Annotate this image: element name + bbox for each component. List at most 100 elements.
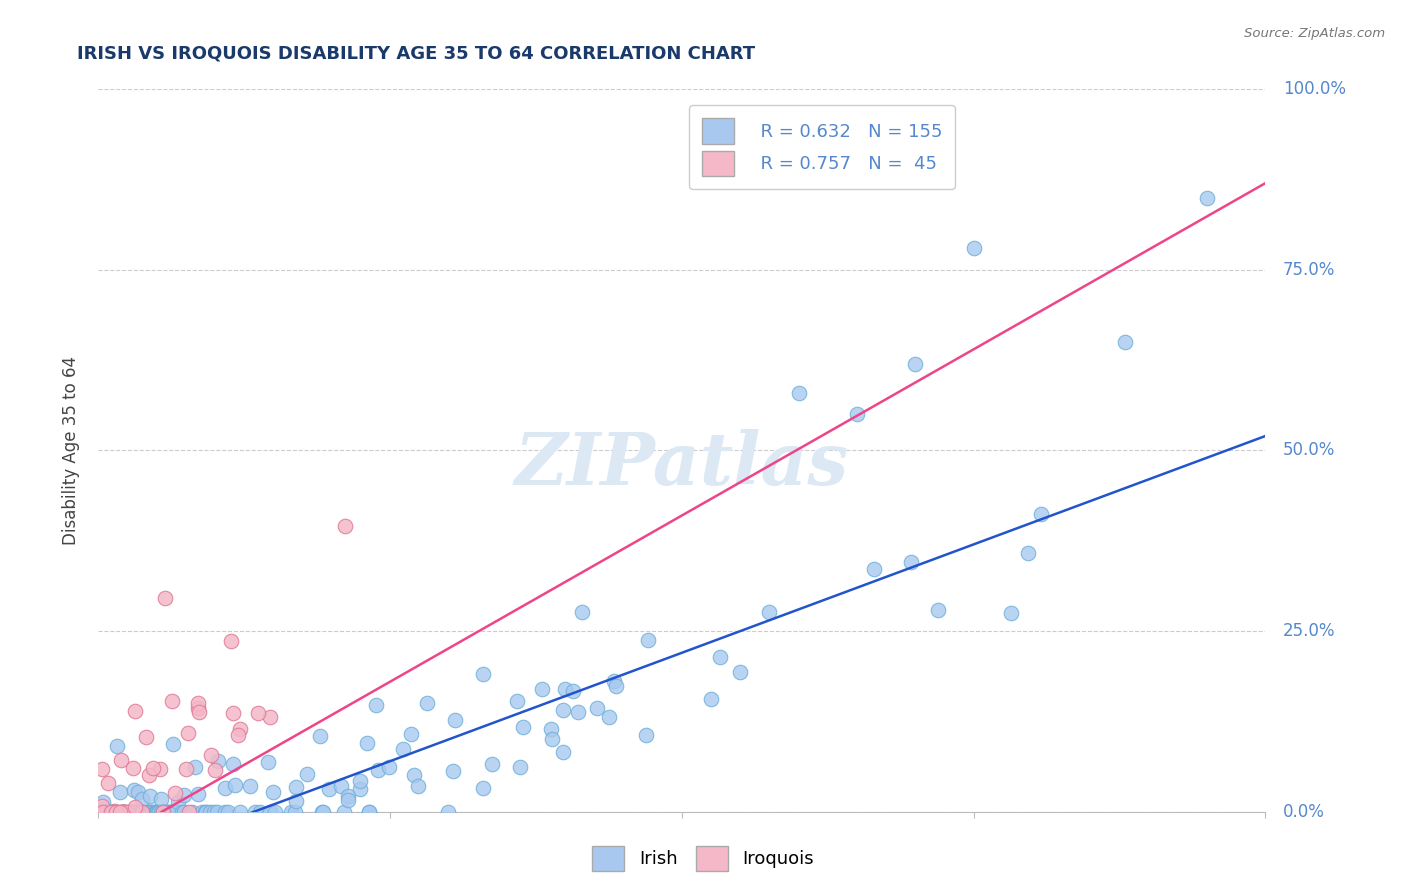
Point: [181, 805, 204, 819]
Point: [131, 805, 153, 819]
Point: [247, 706, 270, 720]
Point: [531, 681, 554, 696]
Point: [598, 710, 620, 724]
Point: [145, 805, 167, 819]
Point: [135, 731, 157, 745]
Point: [155, 591, 177, 605]
Point: [152, 805, 174, 819]
Point: [129, 805, 152, 819]
Point: [101, 805, 124, 819]
Point: [585, 701, 607, 715]
Point: [103, 805, 125, 819]
Point: [401, 727, 423, 741]
Point: [554, 682, 576, 697]
Point: [481, 756, 503, 771]
Point: [97, 805, 120, 819]
Point: [904, 357, 927, 371]
Point: [138, 805, 160, 819]
Point: [90, 762, 112, 776]
Point: [108, 784, 131, 798]
Point: [163, 786, 186, 800]
Point: [336, 789, 359, 803]
Point: [337, 793, 360, 807]
Point: [127, 805, 149, 819]
Point: [217, 805, 239, 819]
Point: [179, 805, 201, 819]
Point: [127, 785, 149, 799]
Point: [112, 805, 135, 819]
Point: [561, 684, 583, 698]
Point: [120, 805, 142, 819]
Point: [204, 763, 226, 777]
Point: [280, 805, 302, 819]
Point: [443, 714, 465, 728]
Point: [229, 805, 252, 819]
Point: [122, 805, 145, 819]
Point: [128, 805, 150, 819]
Point: [105, 739, 128, 753]
Point: [408, 779, 430, 793]
Point: [311, 805, 333, 819]
Point: [159, 805, 181, 819]
Point: [357, 805, 380, 819]
Point: [637, 632, 659, 647]
Point: [162, 694, 184, 708]
Point: [145, 805, 167, 819]
Point: [91, 798, 114, 813]
Point: [284, 805, 307, 819]
Point: [93, 805, 115, 819]
Point: [194, 805, 217, 819]
Point: [202, 805, 225, 819]
Point: [263, 805, 285, 819]
Point: [187, 706, 209, 720]
Point: [602, 673, 624, 688]
Point: [111, 805, 134, 819]
Point: [100, 805, 122, 819]
Point: [214, 781, 236, 796]
Point: [177, 726, 200, 740]
Point: [512, 720, 534, 734]
Point: [333, 518, 356, 533]
Point: [143, 805, 166, 819]
Text: 25.0%: 25.0%: [1282, 622, 1336, 640]
Point: [229, 722, 252, 736]
Point: [152, 805, 174, 819]
Point: [146, 805, 169, 819]
Text: IRISH VS IROQUOIS DISABILITY AGE 35 TO 64 CORRELATION CHART: IRISH VS IROQUOIS DISABILITY AGE 35 TO 6…: [77, 45, 755, 62]
Point: [148, 805, 170, 819]
Point: [222, 756, 245, 771]
Point: [308, 730, 330, 744]
Point: [200, 747, 222, 762]
Point: [122, 783, 145, 797]
Point: [156, 805, 179, 819]
Point: [110, 805, 132, 819]
Point: [222, 706, 245, 720]
Text: 100.0%: 100.0%: [1282, 80, 1346, 98]
Point: [166, 796, 188, 810]
Point: [104, 805, 127, 819]
Point: [172, 805, 194, 819]
Point: [97, 776, 120, 790]
Point: [318, 781, 340, 796]
Point: [149, 762, 172, 776]
Point: [1031, 507, 1053, 521]
Text: 0.0%: 0.0%: [1282, 803, 1324, 821]
Text: 75.0%: 75.0%: [1282, 260, 1336, 279]
Point: [91, 795, 114, 809]
Point: [205, 805, 228, 819]
Point: [114, 805, 136, 819]
Point: [709, 650, 731, 665]
Point: [141, 805, 163, 819]
Point: [101, 805, 124, 819]
Point: [149, 805, 172, 819]
Point: [863, 562, 886, 576]
Point: [567, 705, 589, 719]
Point: [112, 805, 135, 819]
Point: [156, 805, 179, 819]
Point: [187, 696, 209, 710]
Point: [332, 805, 354, 819]
Point: [728, 665, 751, 679]
Point: [224, 778, 246, 792]
Point: [219, 633, 242, 648]
Point: [193, 805, 215, 819]
